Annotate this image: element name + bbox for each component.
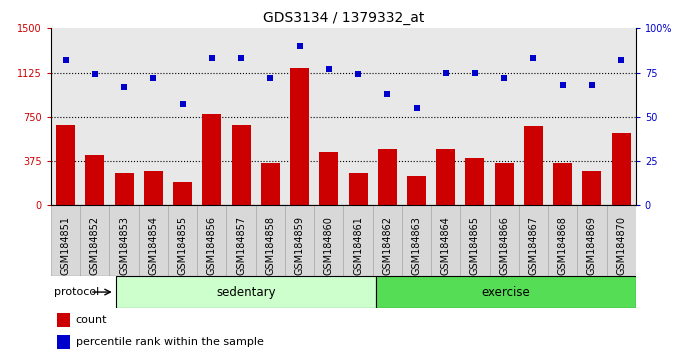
Point	[616, 57, 627, 63]
Text: GSM184861: GSM184861	[353, 216, 363, 275]
Text: GSM184855: GSM184855	[177, 216, 188, 275]
Bar	[554, 163, 572, 205]
Text: GSM184858: GSM184858	[265, 216, 275, 275]
Point	[470, 70, 481, 75]
Bar	[349, 173, 367, 205]
Point	[294, 43, 305, 49]
Bar	[519, 205, 548, 276]
Bar	[490, 205, 519, 276]
Bar	[607, 205, 636, 276]
Text: GSM184867: GSM184867	[528, 216, 539, 275]
Point	[207, 56, 218, 61]
Bar	[314, 205, 343, 276]
Bar	[290, 68, 309, 205]
Bar	[343, 205, 373, 276]
Bar	[144, 171, 163, 205]
Bar	[51, 205, 80, 276]
Text: GSM184859: GSM184859	[294, 216, 305, 275]
Bar	[407, 176, 426, 205]
Text: GSM184864: GSM184864	[441, 216, 451, 275]
Bar	[402, 205, 431, 276]
Bar	[203, 114, 221, 205]
Point	[353, 72, 364, 77]
Bar	[232, 125, 250, 205]
Bar	[80, 205, 109, 276]
Bar	[577, 205, 607, 276]
Text: GSM184852: GSM184852	[90, 216, 100, 275]
Text: GSM184853: GSM184853	[119, 216, 129, 275]
Text: GSM184857: GSM184857	[236, 216, 246, 275]
Bar	[168, 205, 197, 276]
Bar	[116, 276, 376, 308]
Bar	[431, 205, 460, 276]
Point	[90, 72, 101, 77]
Point	[586, 82, 598, 88]
Text: count: count	[75, 315, 107, 325]
Bar	[285, 205, 314, 276]
Bar	[376, 276, 636, 308]
Bar	[57, 313, 70, 327]
Text: GSM184863: GSM184863	[411, 216, 422, 275]
Bar	[548, 205, 577, 276]
Text: protocol: protocol	[54, 287, 99, 297]
Point	[148, 75, 159, 81]
Bar	[373, 205, 402, 276]
Bar	[139, 205, 168, 276]
Bar	[466, 158, 484, 205]
Point	[236, 56, 247, 61]
Title: GDS3134 / 1379332_at: GDS3134 / 1379332_at	[262, 11, 424, 24]
Text: GSM184854: GSM184854	[148, 216, 158, 275]
Bar	[460, 205, 490, 276]
Point	[119, 84, 130, 90]
Point	[177, 102, 188, 107]
Bar	[115, 173, 133, 205]
Text: GSM184868: GSM184868	[558, 216, 568, 275]
Point	[441, 70, 452, 75]
Point	[60, 57, 71, 63]
Bar	[226, 205, 256, 276]
Bar	[378, 149, 396, 205]
Point	[558, 82, 568, 88]
Bar	[173, 182, 192, 205]
Text: exercise: exercise	[481, 286, 530, 298]
Point	[382, 91, 393, 97]
Bar	[583, 171, 601, 205]
Bar	[495, 163, 513, 205]
Text: GSM184851: GSM184851	[61, 216, 71, 275]
Point	[499, 75, 510, 81]
Bar	[261, 163, 279, 205]
Point	[528, 56, 539, 61]
Text: sedentary: sedentary	[216, 286, 276, 298]
Bar	[109, 205, 139, 276]
Text: GSM184862: GSM184862	[382, 216, 392, 275]
Text: GSM184860: GSM184860	[324, 216, 334, 275]
Text: GSM184865: GSM184865	[470, 216, 480, 275]
Text: GSM184870: GSM184870	[616, 216, 626, 275]
Bar	[56, 125, 75, 205]
Point	[324, 66, 335, 72]
Text: GSM184866: GSM184866	[499, 216, 509, 275]
Point	[265, 75, 276, 81]
Point	[411, 105, 422, 111]
Bar	[256, 205, 285, 276]
Bar	[320, 152, 338, 205]
Bar	[437, 149, 455, 205]
Bar	[197, 205, 226, 276]
Bar	[524, 126, 543, 205]
Text: percentile rank within the sample: percentile rank within the sample	[75, 337, 263, 347]
Text: GSM184869: GSM184869	[587, 216, 597, 275]
Bar	[57, 335, 70, 349]
Bar	[86, 155, 104, 205]
Text: GSM184856: GSM184856	[207, 216, 217, 275]
Bar	[612, 133, 630, 205]
